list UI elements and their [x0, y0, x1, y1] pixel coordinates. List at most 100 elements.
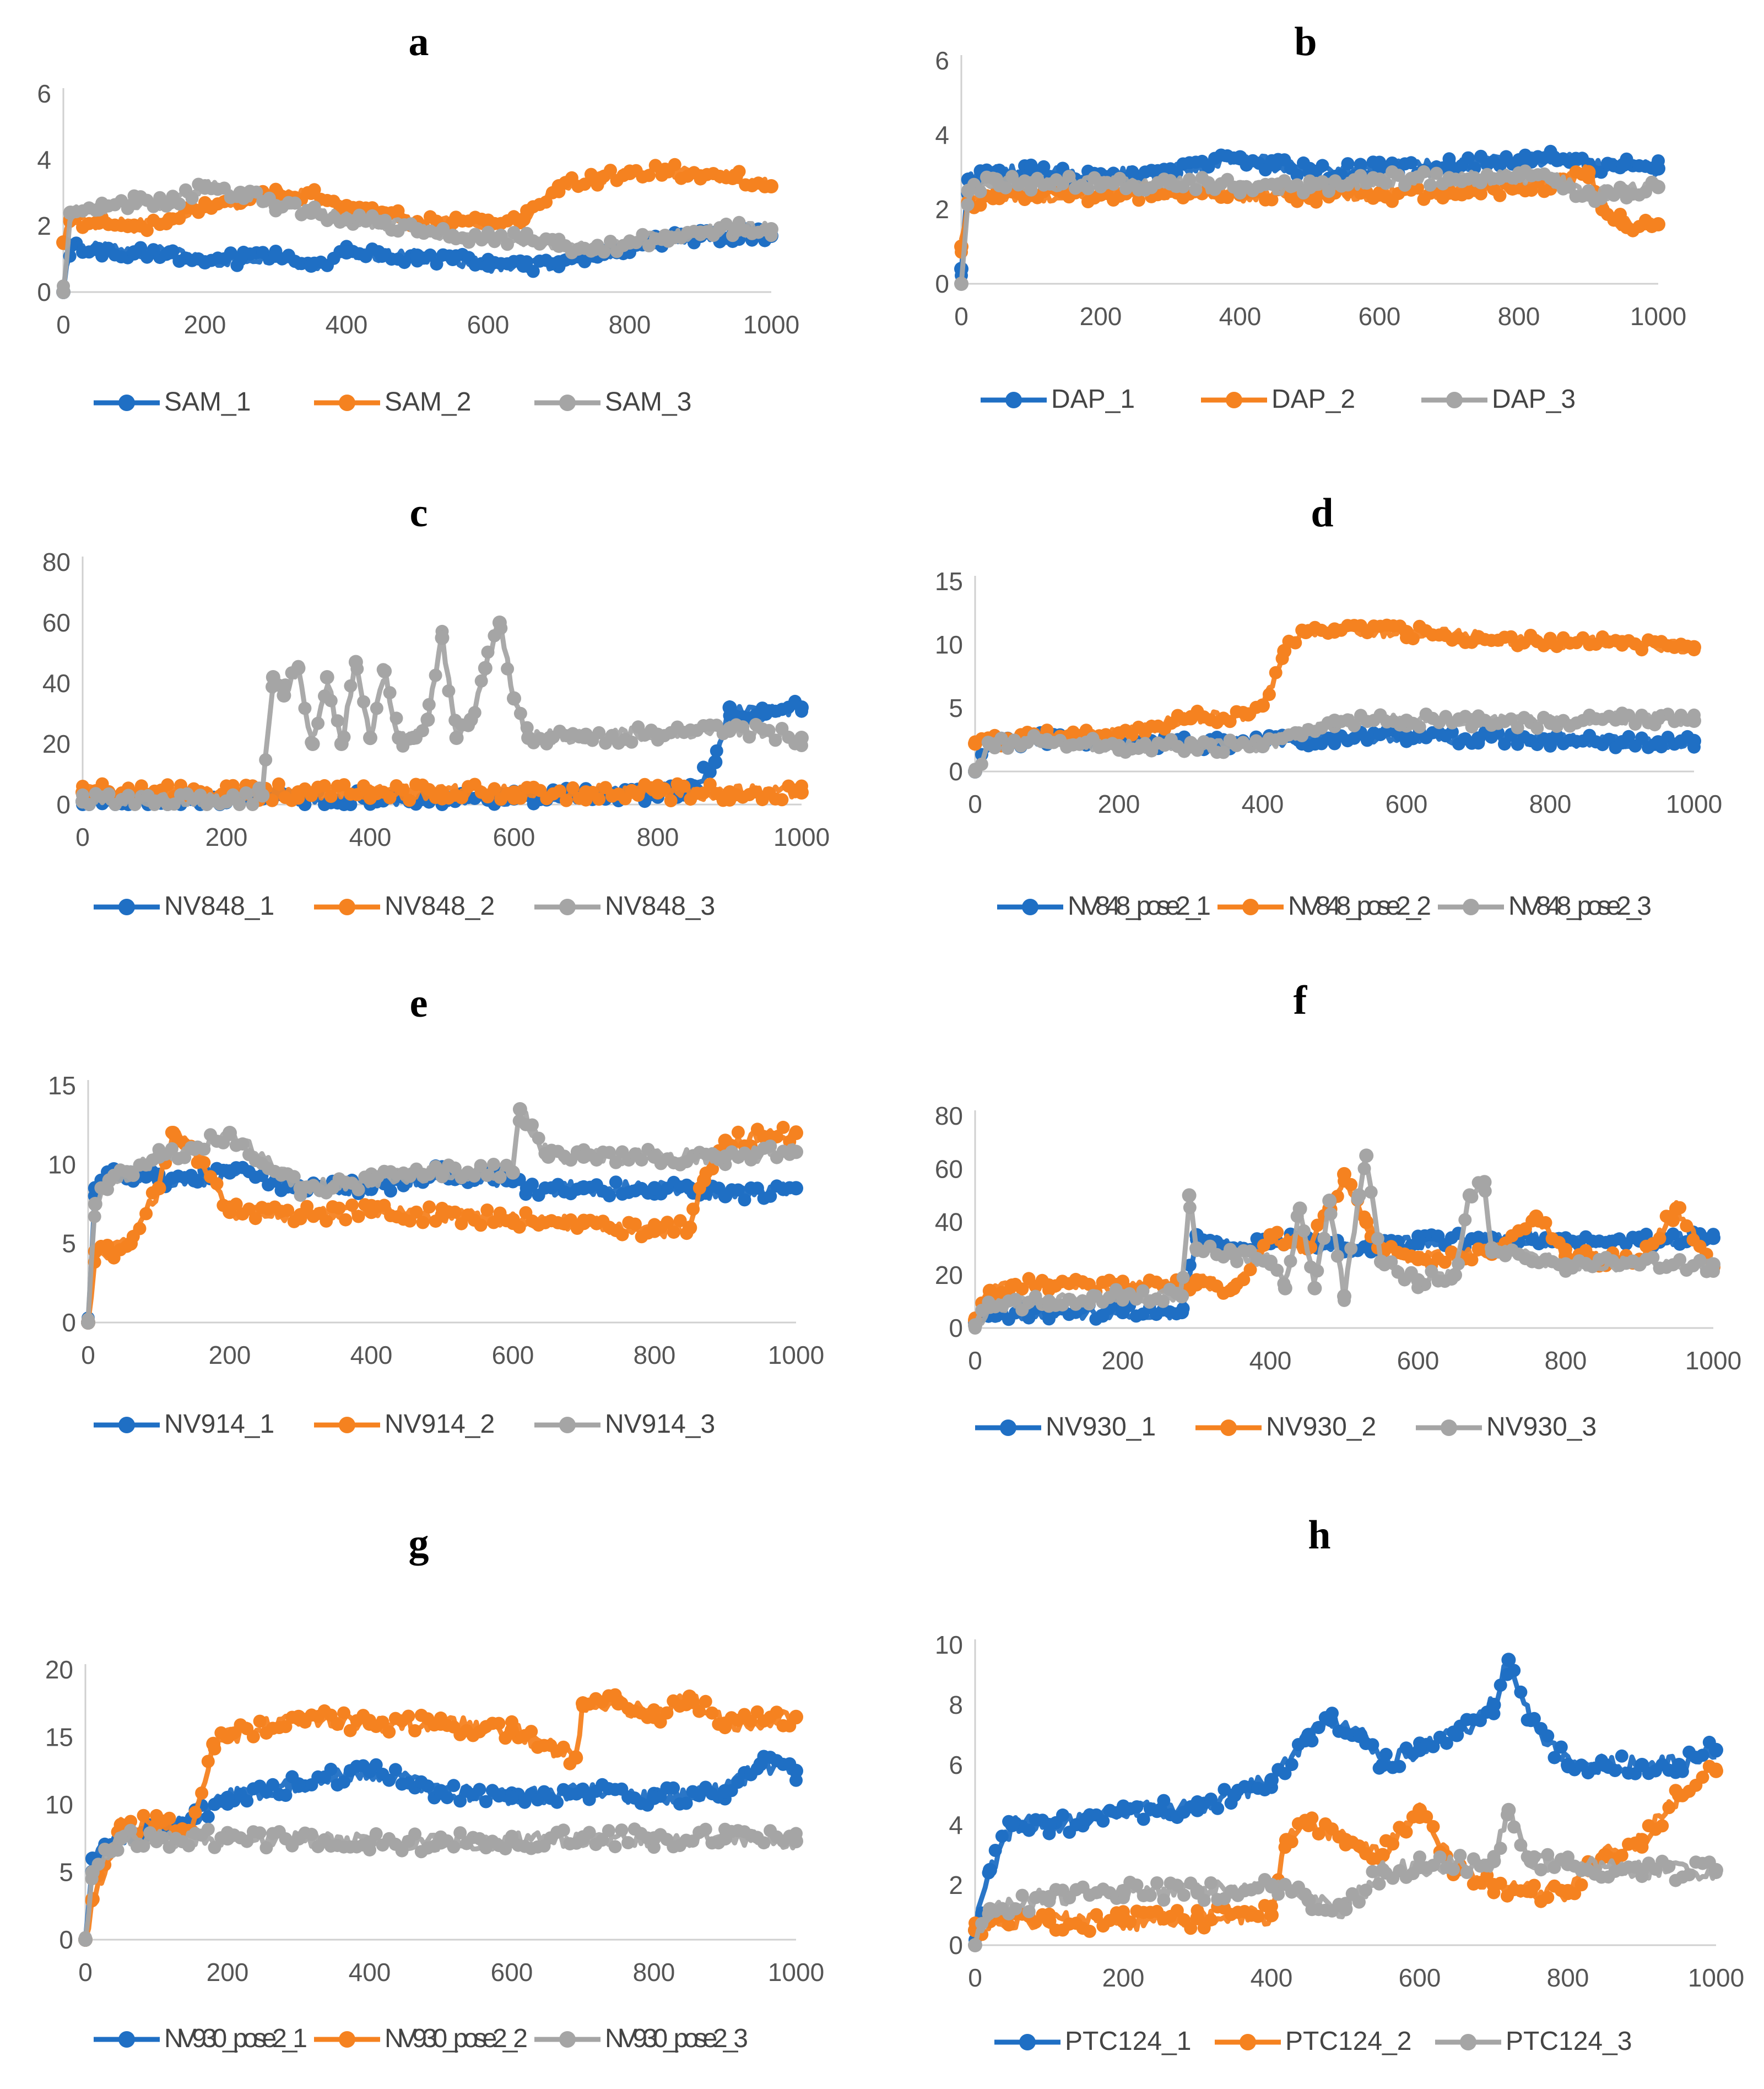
x-tick-label: 800: [1547, 1963, 1589, 1992]
data-point: [481, 258, 495, 273]
data-point: [718, 1133, 733, 1148]
data-marker: [1285, 1758, 1298, 1772]
series-PTC124_3: [968, 1802, 1723, 1952]
data-marker: [1426, 1740, 1440, 1753]
data-marker: [1547, 1751, 1561, 1764]
data-point: [377, 664, 392, 678]
data-point: [507, 691, 521, 706]
data-marker: [1189, 183, 1203, 197]
data-marker: [1364, 1185, 1378, 1199]
data-marker: [324, 694, 338, 708]
data-marker: [1498, 737, 1511, 751]
data-marker: [703, 778, 717, 791]
data-marker: [377, 1199, 391, 1212]
data-point: [576, 1181, 591, 1196]
data-point: [410, 249, 425, 263]
data-point: [88, 1197, 102, 1211]
data-marker: [1081, 182, 1095, 196]
data-marker: [1278, 1767, 1292, 1780]
legend-label: NV914_1: [164, 1410, 274, 1439]
legend-marker: [559, 899, 576, 915]
y-tick-label: 60: [42, 608, 71, 637]
data-marker: [1009, 1902, 1022, 1915]
legend-item: NV848_pose2_1: [997, 892, 1211, 921]
series-NV848_pose2_3: [968, 706, 1701, 779]
data-point: [1375, 1848, 1390, 1863]
data-point: [233, 186, 248, 200]
data-marker: [757, 1836, 771, 1850]
data-point: [291, 1709, 306, 1724]
data-point: [1651, 161, 1665, 176]
legend-item: NV930_pose2_2: [314, 2024, 528, 2053]
data-point: [1706, 1230, 1720, 1245]
legend-item: SAM_3: [534, 387, 691, 417]
data-marker: [133, 1222, 147, 1235]
data-marker: [492, 1716, 506, 1730]
legend-label: NV848_1: [164, 892, 274, 921]
data-point: [1543, 715, 1557, 730]
x-tick-label: 200: [205, 823, 248, 851]
data-marker: [1452, 1257, 1465, 1271]
legend-marker: [1446, 392, 1463, 408]
x-tick-label: 1000: [1630, 302, 1686, 331]
data-point: [647, 1149, 662, 1164]
y-tick-label: 0: [949, 757, 963, 786]
data-marker: [1399, 1825, 1413, 1839]
data-marker: [1514, 1838, 1528, 1852]
data-marker: [161, 778, 175, 792]
data-point: [551, 179, 566, 193]
x-tick-label: 200: [207, 1958, 249, 1987]
x-tick-label: 200: [1098, 790, 1140, 818]
legend-label: NV930_pose2_2: [385, 2024, 528, 2053]
data-point: [1301, 1893, 1316, 1908]
data-point: [718, 1149, 733, 1164]
legend-label: NV848_2: [385, 892, 495, 921]
data-marker: [1312, 1721, 1325, 1734]
legend-label: NV914_2: [385, 1410, 495, 1439]
data-point: [123, 1165, 138, 1180]
data-point: [434, 1716, 448, 1731]
data-point: [961, 183, 976, 198]
x-tick-label: 400: [349, 823, 392, 851]
data-marker: [999, 181, 1013, 195]
data-point: [1094, 176, 1108, 191]
data-point: [1327, 622, 1342, 637]
data-marker: [1083, 1924, 1096, 1938]
data-point: [1112, 726, 1126, 741]
data-point: [1501, 1802, 1516, 1817]
data-marker: [1696, 1748, 1709, 1762]
data-marker: [88, 1210, 101, 1223]
data-marker: [1130, 1800, 1144, 1813]
data-marker: [1324, 1207, 1338, 1221]
data-point: [507, 785, 521, 800]
data-point: [728, 169, 743, 183]
y-tick-label: 4: [935, 121, 949, 149]
data-marker: [1392, 169, 1405, 182]
data-marker: [750, 1181, 764, 1195]
x-tick-label: 1000: [1685, 1346, 1741, 1375]
data-point: [1264, 1773, 1279, 1788]
data-marker: [1635, 731, 1649, 745]
data-marker: [1494, 1842, 1507, 1855]
data-marker: [973, 185, 987, 198]
data-point: [1226, 1281, 1241, 1295]
data-marker: [389, 711, 403, 725]
data-point: [102, 1173, 117, 1187]
data-point: [362, 1835, 377, 1850]
data-point: [364, 1205, 378, 1219]
data-point: [127, 196, 142, 210]
data-marker: [1662, 1860, 1676, 1874]
data-point: [78, 1933, 93, 1947]
data-marker: [559, 794, 573, 807]
data-marker: [661, 1216, 674, 1229]
data-marker: [453, 1794, 467, 1808]
series-PTC124_2: [968, 1759, 1723, 1941]
data-point: [1263, 1254, 1278, 1269]
x-tick-label: 0: [954, 302, 968, 331]
data-marker: [266, 1778, 280, 1791]
data-marker: [1322, 185, 1335, 198]
data-point: [1183, 739, 1198, 753]
legend: NV848_1 NV848_2 NV848_3: [94, 892, 715, 921]
legend-marker: [339, 899, 355, 915]
data-marker: [1218, 1783, 1231, 1796]
